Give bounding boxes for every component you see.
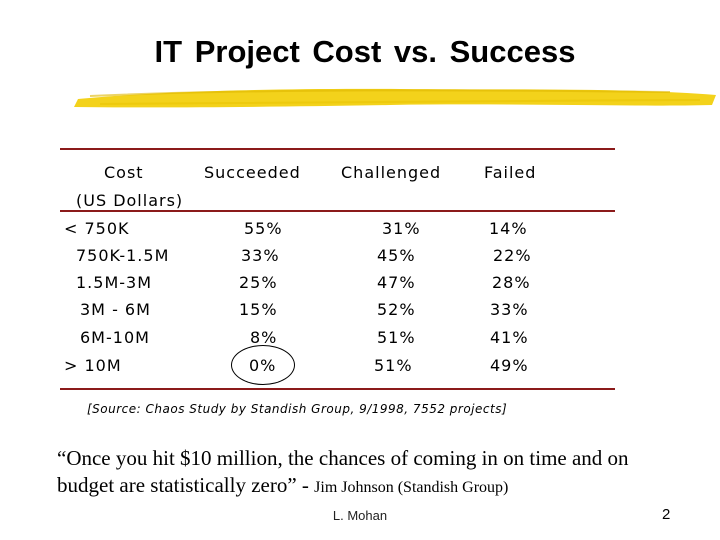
- quote-text: “Once you hit $10 million, the chances o…: [57, 446, 629, 497]
- row-challenged: 51%: [377, 328, 416, 347]
- header-challenged: Challenged: [341, 163, 442, 182]
- row-succeeded: 8%: [250, 328, 278, 347]
- header-rule: [60, 210, 615, 212]
- row-succeeded: 15%: [239, 300, 278, 319]
- row-failed: 22%: [493, 246, 532, 265]
- row-cost: > 10M: [64, 356, 122, 375]
- row-failed: 41%: [490, 328, 529, 347]
- header-cost-units: (US Dollars): [76, 191, 184, 210]
- header-cost: Cost: [104, 163, 144, 182]
- row-cost: 3M - 6M: [80, 300, 151, 319]
- highlight-circle: [231, 345, 295, 385]
- row-cost: < 750K: [64, 219, 130, 238]
- row-failed: 14%: [489, 219, 528, 238]
- row-succeeded: 55%: [244, 219, 283, 238]
- row-cost: 750K-1.5M: [76, 246, 170, 265]
- page-number: 2: [662, 506, 671, 523]
- slide-title: IT Project Cost vs. Success: [154, 34, 576, 69]
- quote: “Once you hit $10 million, the chances o…: [57, 445, 677, 501]
- row-succeeded: 33%: [241, 246, 280, 265]
- row-failed: 49%: [490, 356, 529, 375]
- title-brush-underline: [74, 88, 716, 108]
- table-top-rule: [60, 148, 615, 150]
- row-challenged: 45%: [377, 246, 416, 265]
- source-citation: [Source: Chaos Study by Standish Group, …: [87, 402, 508, 416]
- row-challenged: 47%: [377, 273, 416, 292]
- row-cost: 6M-10M: [80, 328, 150, 347]
- quote-attribution: Jim Johnson (Standish Group): [314, 479, 509, 496]
- footer-author: L. Mohan: [332, 508, 388, 523]
- row-challenged: 51%: [374, 356, 413, 375]
- header-succeeded: Succeeded: [204, 163, 301, 182]
- row-cost: 1.5M-3M: [76, 273, 153, 292]
- row-challenged: 52%: [377, 300, 416, 319]
- row-succeeded: 25%: [239, 273, 278, 292]
- row-challenged: 31%: [382, 219, 421, 238]
- row-failed: 33%: [490, 300, 529, 319]
- table-bottom-rule: [60, 388, 615, 390]
- row-failed: 28%: [492, 273, 531, 292]
- header-failed: Failed: [484, 163, 537, 182]
